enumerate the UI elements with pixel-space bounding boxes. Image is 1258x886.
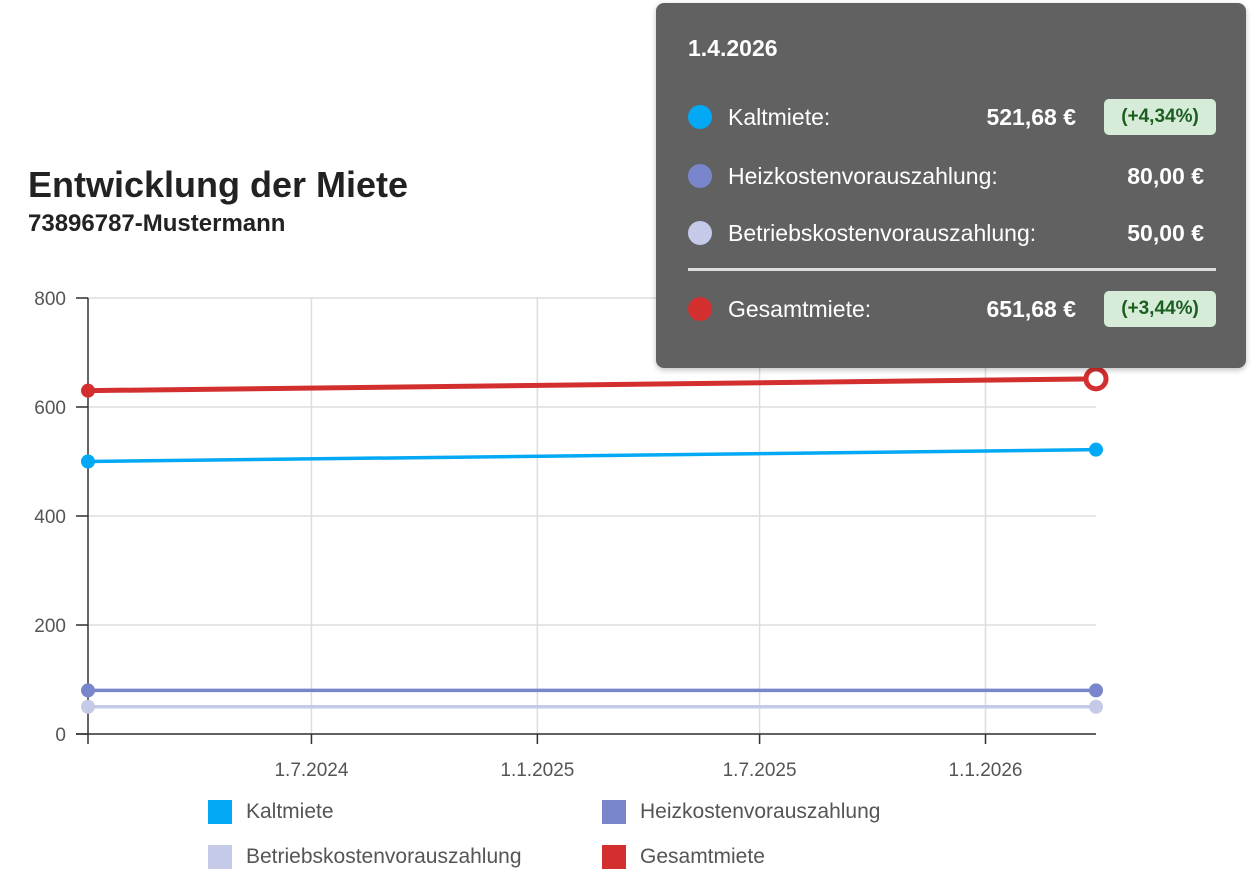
chart-tooltip: 1.4.2026 Kaltmiete: 521,68 € (+4,34%) He…: [656, 3, 1246, 368]
x-tick-label: 1.1.2026: [949, 760, 1023, 781]
chart-title: Entwicklung der Miete: [28, 164, 409, 205]
legend-label: Heizkostenvorauszahlung: [640, 800, 881, 823]
data-point: [81, 683, 95, 698]
legend-label: Betriebskostenvorauszahlung: [246, 845, 522, 868]
legend-item-heizkosten[interactable]: Heizkostenvorauszahlung: [602, 800, 880, 824]
series-line-gesamtmiete: [87, 376, 1097, 394]
legend-swatch: [208, 845, 232, 869]
series-dot-icon: [688, 164, 712, 188]
data-point: [81, 383, 95, 398]
series-line-kaltmiete: [87, 447, 1097, 464]
series-dot-icon: [688, 297, 712, 321]
y-tick-label: 400: [34, 507, 66, 528]
tooltip-label: Heizkostenvorauszahlung:: [728, 162, 998, 189]
data-point: [1089, 442, 1103, 457]
change-badge: (+3,44%): [1104, 291, 1216, 327]
chart-subtitle: 73896787-Mustermann: [28, 210, 286, 237]
legend-item-gesamtmiete[interactable]: Gesamtmiete: [602, 845, 765, 869]
tooltip-divider: [688, 268, 1216, 271]
tooltip-row-kaltmiete: Kaltmiete: 521,68 € (+4,34%): [688, 99, 1216, 135]
legend-swatch: [208, 800, 232, 824]
data-point: [81, 454, 95, 469]
x-tick-label: 1.7.2024: [274, 760, 348, 781]
x-tick-label: 1.1.2025: [500, 760, 574, 781]
legend-label: Kaltmiete: [246, 800, 334, 823]
y-tick-label: 600: [34, 398, 66, 419]
data-point: [81, 699, 95, 714]
tooltip-value: 80,00 €: [1127, 162, 1204, 189]
legend-label: Gesamtmiete: [640, 845, 765, 868]
tooltip-label: Betriebskostenvorauszahlung:: [728, 219, 1037, 246]
tooltip-row-heizkosten: Heizkostenvorauszahlung: 80,00 €: [688, 158, 1216, 194]
tooltip-row-gesamtmiete: Gesamtmiete: 651,68 € (+3,44%): [688, 291, 1216, 327]
tooltip-label: Gesamtmiete:: [728, 295, 872, 322]
data-point: [1089, 683, 1103, 698]
tooltip-value: 50,00 €: [1127, 219, 1204, 246]
legend-item-betriebskosten[interactable]: Betriebskostenvorauszahlung: [208, 845, 522, 869]
tooltip-date: 1.4.2026: [688, 35, 778, 61]
tooltip-row-betriebskosten: Betriebskostenvorauszahlung: 50,00 €: [688, 215, 1216, 251]
data-point-active: [1083, 366, 1109, 392]
y-tick-label: 800: [34, 289, 66, 310]
y-tick-label: 200: [34, 616, 66, 637]
series-dot-icon: [688, 221, 712, 245]
tooltip-value: 651,68 €: [986, 295, 1076, 322]
legend-item-kaltmiete[interactable]: Kaltmiete: [208, 800, 334, 824]
x-tick-label: 1.7.2025: [723, 760, 797, 781]
data-point: [1089, 699, 1103, 714]
legend-swatch: [602, 845, 626, 869]
tooltip-label: Kaltmiete:: [728, 103, 831, 130]
series-dot-icon: [688, 105, 712, 129]
tooltip-value: 521,68 €: [986, 103, 1076, 130]
y-tick-label: 0: [55, 725, 66, 746]
change-badge: (+4,34%): [1104, 99, 1216, 135]
legend-swatch: [602, 800, 626, 824]
